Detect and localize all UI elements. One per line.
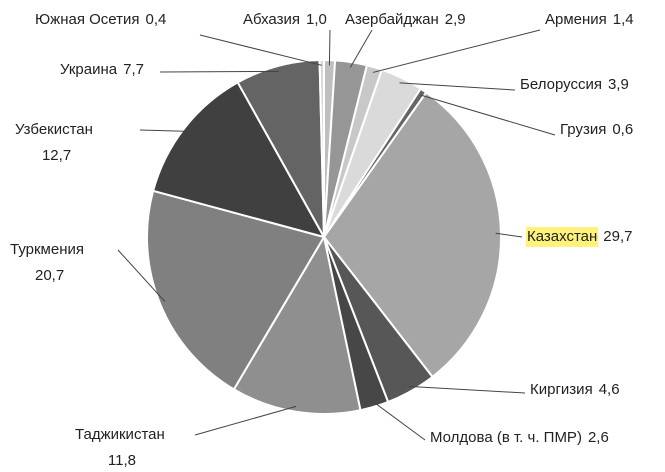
category-label: Азербайджан — [345, 11, 439, 28]
leader-line — [139, 129, 189, 132]
leader-line — [117, 249, 166, 303]
leader-line — [372, 29, 541, 73]
category-label: Узбекистан — [15, 121, 93, 138]
value-label: 20,7 — [35, 267, 64, 284]
category-label: Таджикистан — [75, 426, 165, 443]
pie-slice — [146, 189, 326, 391]
value-label: 2,6 — [588, 429, 609, 446]
leader-line — [495, 232, 523, 238]
value-label: 4,6 — [599, 381, 620, 398]
value-label: 29,7 — [603, 228, 632, 245]
pie-slice — [318, 58, 325, 238]
leader-line — [399, 82, 516, 91]
value-label: 0,4 — [146, 11, 167, 28]
value-label: 11,8 — [108, 452, 136, 467]
value-label: 1,0 — [306, 11, 327, 28]
leader-line — [349, 29, 373, 68]
category-label: Туркмения — [10, 241, 84, 258]
category-label: Киргизия — [530, 381, 593, 398]
value-label: 7,7 — [123, 61, 144, 78]
category-label: Грузия — [560, 121, 606, 138]
pie-slice — [151, 81, 327, 239]
highlight — [526, 227, 599, 247]
leader-line — [199, 34, 322, 66]
leader-line — [194, 405, 297, 436]
category-label: Казахстан — [527, 228, 597, 245]
category-label: Южная Осетия — [35, 11, 140, 28]
value-label: 12,7 — [42, 147, 71, 164]
category-label: Абхазия — [243, 11, 300, 28]
leader-line — [372, 401, 426, 441]
pie — [146, 58, 502, 415]
pie-slice — [232, 234, 362, 415]
labels: Абхазия 1,0 Азербайджан 2,9 Армения 1,4 Белору… — [10, 11, 634, 469]
category-label: Украина — [60, 61, 118, 78]
leader-line — [159, 70, 279, 73]
value-label: 3,9 — [608, 76, 629, 93]
value-label: 2,9 — [445, 11, 466, 28]
category-label: Армения — [545, 11, 607, 28]
leader-line — [408, 385, 526, 394]
leader-line — [420, 94, 556, 136]
value-label: 0,6 — [612, 121, 633, 138]
category-label: Белоруссия — [520, 76, 602, 93]
category-label: Молдова (в т. ч. ПМР) — [430, 429, 582, 446]
value-label: 1,4 — [613, 11, 634, 28]
pie-slice — [322, 91, 502, 379]
leader-line — [328, 29, 331, 66]
